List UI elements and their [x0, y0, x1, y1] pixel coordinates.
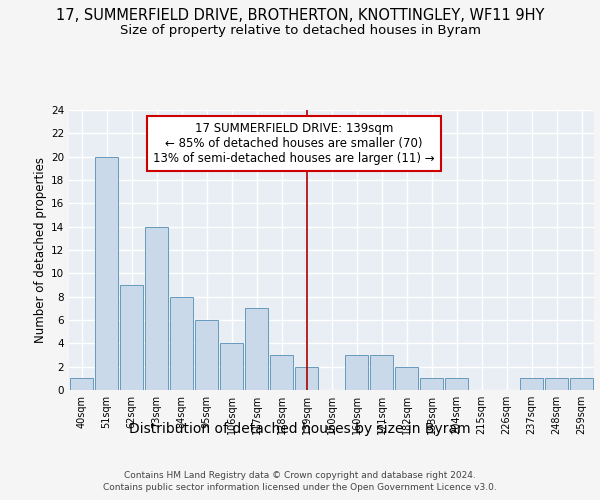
Bar	[119, 285, 143, 390]
Text: Contains HM Land Registry data © Crown copyright and database right 2024.
Contai: Contains HM Land Registry data © Crown c…	[103, 471, 497, 492]
Bar	[269, 355, 293, 390]
Bar	[419, 378, 443, 390]
Y-axis label: Number of detached properties: Number of detached properties	[34, 157, 47, 343]
Text: 17 SUMMERFIELD DRIVE: 139sqm
← 85% of detached houses are smaller (70)
13% of se: 17 SUMMERFIELD DRIVE: 139sqm ← 85% of de…	[153, 122, 435, 164]
Bar	[545, 378, 568, 390]
Text: 17, SUMMERFIELD DRIVE, BROTHERTON, KNOTTINGLEY, WF11 9HY: 17, SUMMERFIELD DRIVE, BROTHERTON, KNOTT…	[56, 8, 544, 22]
Bar	[569, 378, 593, 390]
Bar	[70, 378, 94, 390]
Text: Distribution of detached houses by size in Byram: Distribution of detached houses by size …	[129, 422, 471, 436]
Bar	[370, 355, 394, 390]
Bar	[295, 366, 319, 390]
Bar	[395, 366, 418, 390]
Bar	[220, 344, 244, 390]
Bar	[245, 308, 268, 390]
Bar	[145, 226, 169, 390]
Bar	[445, 378, 469, 390]
Bar	[170, 296, 193, 390]
Bar	[344, 355, 368, 390]
Bar	[95, 156, 118, 390]
Bar	[194, 320, 218, 390]
Bar	[520, 378, 544, 390]
Text: Size of property relative to detached houses in Byram: Size of property relative to detached ho…	[119, 24, 481, 37]
